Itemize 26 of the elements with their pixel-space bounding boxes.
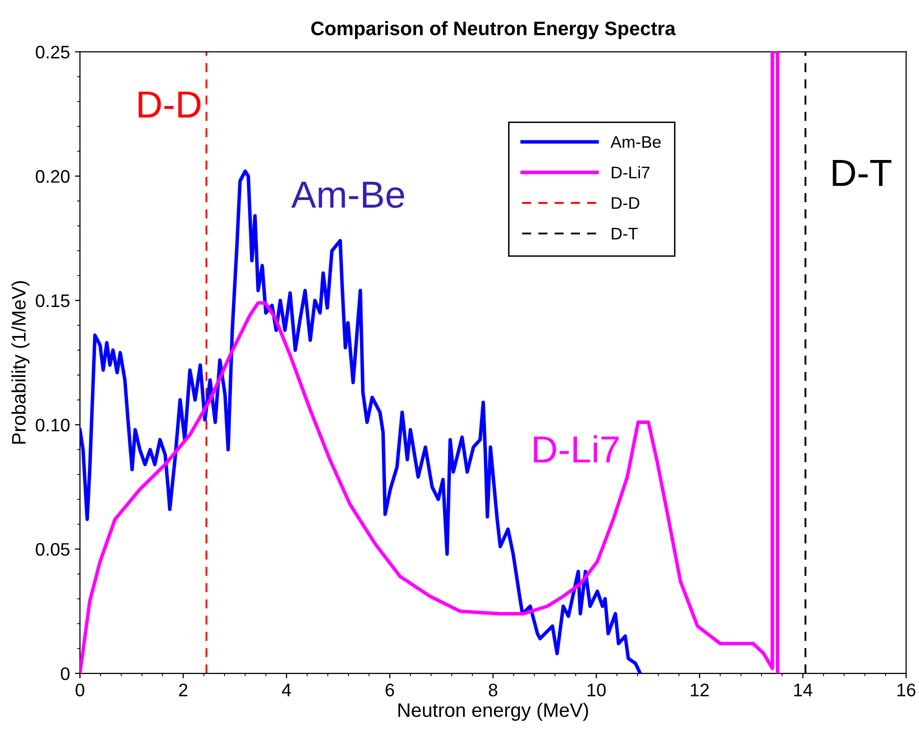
text: D-D — [612, 197, 640, 209]
y-tick-label: 0.25 — [36, 46, 70, 59]
text: D-T — [612, 228, 638, 240]
x-tick-label: 10 — [588, 684, 606, 696]
y-tick-label: 0.20 — [36, 170, 70, 183]
x-tick-label: 12 — [690, 684, 709, 696]
annotation: D-Li7 — [534, 435, 619, 462]
y-axis-title: Probability (1/MeV) — [11, 281, 30, 444]
legend-label: D-Li7 — [612, 166, 650, 178]
y-tick-label: 0.15 — [36, 294, 70, 308]
x-tick-label: 6 — [386, 684, 394, 696]
annotation: Am-Be — [291, 182, 404, 208]
x-tick-label: 8 — [488, 684, 498, 696]
legend-label: Am-Be — [610, 136, 661, 148]
y-tick-label: 0.10 — [36, 418, 70, 432]
x-tick-label: 16 — [897, 684, 916, 696]
chart-title: Comparison of Neutron Energy Spectra — [311, 21, 676, 40]
x-tick-label: 2 — [179, 684, 188, 696]
x-axis-title: Neutron energy (MeV) — [398, 702, 588, 721]
x-tick-label: 14 — [794, 684, 812, 696]
x-tick-label: 0 — [76, 684, 84, 696]
y-tick-label: 0.05 — [36, 543, 70, 556]
ref-line-label: D-T — [832, 160, 892, 186]
ref-line-label: D-D — [138, 92, 201, 118]
x-tick-label: 4 — [282, 684, 291, 696]
y-tick-label: 0 — [60, 667, 70, 680]
